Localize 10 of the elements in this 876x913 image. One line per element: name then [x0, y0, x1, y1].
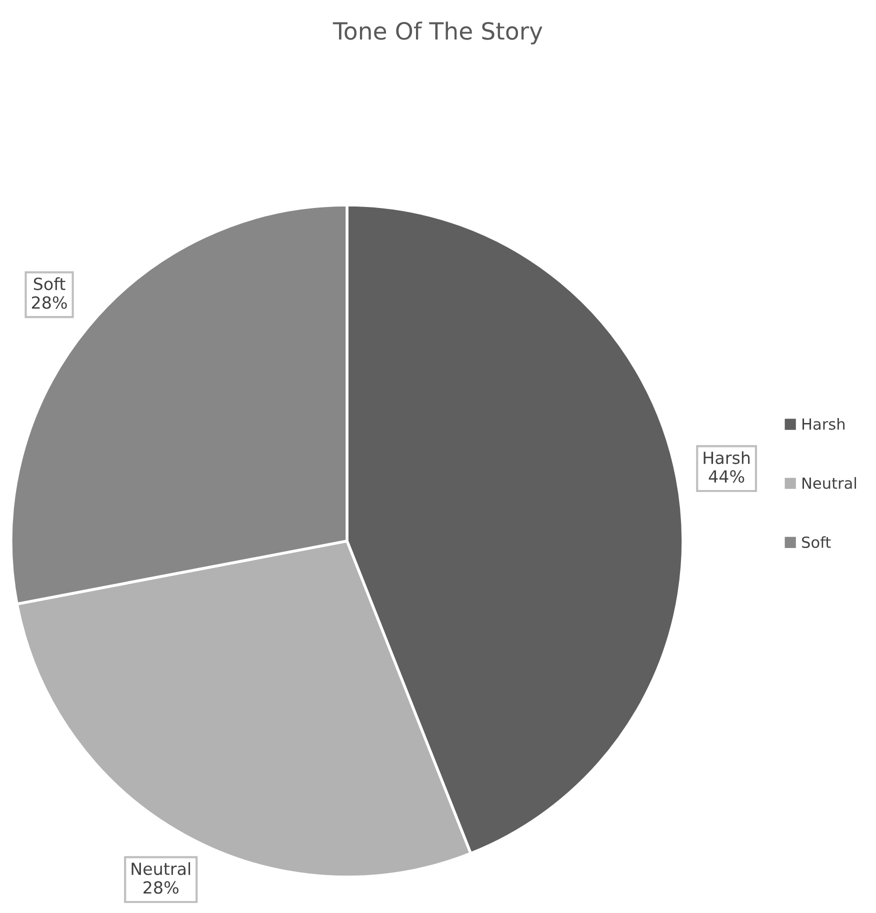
data-label: 28%	[32, 296, 67, 309]
data-label: 44%	[708, 470, 744, 483]
slice-label: Neutral	[132, 862, 190, 876]
legend-label: Neutral	[802, 477, 856, 489]
slice-label: Soft	[34, 277, 66, 290]
slice-label: Harsh	[704, 451, 750, 464]
legend-label: Soft	[802, 536, 831, 548]
legend-label: Harsh	[802, 418, 845, 430]
chart-title: Tone Of The Story	[332, 22, 542, 44]
data-label: 28%	[144, 881, 178, 894]
